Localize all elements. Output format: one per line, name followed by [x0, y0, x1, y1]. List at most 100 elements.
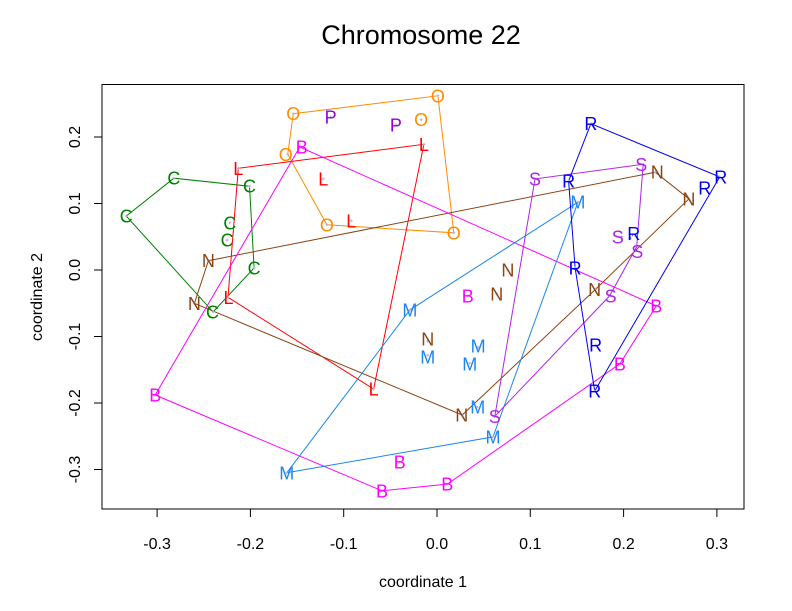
point-B: B — [462, 286, 474, 306]
point-O: O — [320, 215, 334, 235]
point-marker — [654, 304, 658, 308]
point-marker — [445, 482, 449, 486]
point-marker — [408, 308, 412, 312]
point-marker — [653, 170, 657, 174]
point-B: B — [650, 296, 662, 316]
point-B: B — [376, 481, 388, 501]
hull-C — [125, 177, 255, 313]
point-N: N — [651, 163, 664, 183]
point-B: B — [296, 138, 308, 158]
point-label-S: S — [612, 227, 624, 247]
point-marker — [372, 387, 376, 391]
point-label-C: C — [167, 169, 180, 189]
point-C: C — [243, 177, 256, 197]
x-tick-label: -0.3 — [143, 536, 171, 553]
point-R: R — [584, 114, 597, 134]
point-O: O — [447, 223, 461, 243]
point-marker — [593, 389, 597, 393]
point-N: N — [421, 330, 434, 350]
point-S: S — [605, 286, 617, 306]
y-axis: -0.3 -0.2 -0.1 0.0 0.1 0.2 — [67, 126, 102, 483]
point-label-C: C — [248, 259, 261, 279]
point-N: N — [455, 406, 468, 426]
point-R: R — [589, 336, 602, 356]
point-marker — [398, 460, 402, 464]
point-marker — [468, 361, 472, 365]
point-label-B: B — [614, 354, 626, 374]
point-marker — [153, 393, 157, 397]
point-marker — [573, 266, 577, 270]
point-label-B: B — [376, 481, 388, 501]
point-O: O — [279, 145, 293, 165]
point-L: L — [223, 288, 233, 308]
point-label-R: R — [627, 224, 640, 244]
point-label-R: R — [589, 336, 602, 356]
hull-R — [568, 123, 721, 393]
point-N: N — [588, 280, 601, 300]
hull-O — [287, 95, 455, 234]
point-M: M — [420, 348, 435, 368]
point-label-P: P — [390, 116, 402, 136]
point-marker — [491, 435, 495, 439]
point-marker — [349, 219, 353, 223]
point-marker — [329, 115, 333, 119]
y-tick-label: -0.2 — [67, 389, 84, 417]
point-label-R: R — [584, 114, 597, 134]
point-label-M: M — [462, 355, 477, 375]
point-marker — [211, 310, 215, 314]
point-M: M — [470, 398, 485, 418]
point-marker — [252, 266, 256, 270]
point-label-O: O — [320, 215, 334, 235]
point-marker — [687, 197, 691, 201]
point-L: L — [419, 135, 429, 155]
hull-S — [494, 163, 644, 418]
point-label-C: C — [206, 302, 219, 322]
point-R: R — [569, 259, 582, 279]
point-marker — [718, 175, 722, 179]
point-M: M — [471, 337, 486, 357]
point-M: M — [402, 300, 417, 320]
point-label-R: R — [569, 259, 582, 279]
point-marker — [236, 166, 240, 170]
point-marker — [436, 94, 440, 98]
point-label-L: L — [233, 159, 243, 179]
point-marker — [325, 223, 329, 227]
point-marker — [426, 339, 430, 343]
point-marker — [422, 142, 426, 146]
point-label-O: O — [286, 104, 300, 124]
point-label-N: N — [455, 406, 468, 426]
plot-frame — [101, 84, 745, 510]
point-label-N: N — [651, 163, 664, 183]
point-marker — [495, 292, 499, 296]
point-S: S — [635, 155, 647, 175]
point-marker — [286, 152, 290, 156]
point-marker — [576, 200, 580, 204]
point-marker — [452, 231, 456, 235]
point-N: N — [682, 189, 695, 209]
point-label-O: O — [447, 223, 461, 243]
point-label-S: S — [631, 242, 643, 262]
y-tick-label: 0.2 — [67, 126, 84, 148]
point-C: C — [248, 259, 261, 279]
point-label-O: O — [414, 110, 428, 130]
point-label-C: C — [221, 231, 234, 251]
point-marker — [704, 186, 708, 190]
point-label-B: B — [650, 296, 662, 316]
point-marker — [192, 301, 196, 305]
point-label-N: N — [188, 294, 201, 314]
point-label-S: S — [489, 407, 501, 427]
point-marker — [291, 112, 295, 116]
point-B: B — [441, 475, 453, 495]
point-label-S: S — [529, 169, 541, 189]
point-marker — [466, 294, 470, 298]
point-marker — [608, 294, 612, 298]
point-M: M — [570, 193, 585, 213]
point-O: O — [286, 104, 300, 124]
point-R: R — [562, 171, 575, 191]
point-label-R: R — [588, 382, 601, 402]
point-marker — [589, 122, 593, 126]
point-N: N — [188, 294, 201, 314]
point-marker — [298, 145, 302, 149]
point-B: B — [614, 354, 626, 374]
